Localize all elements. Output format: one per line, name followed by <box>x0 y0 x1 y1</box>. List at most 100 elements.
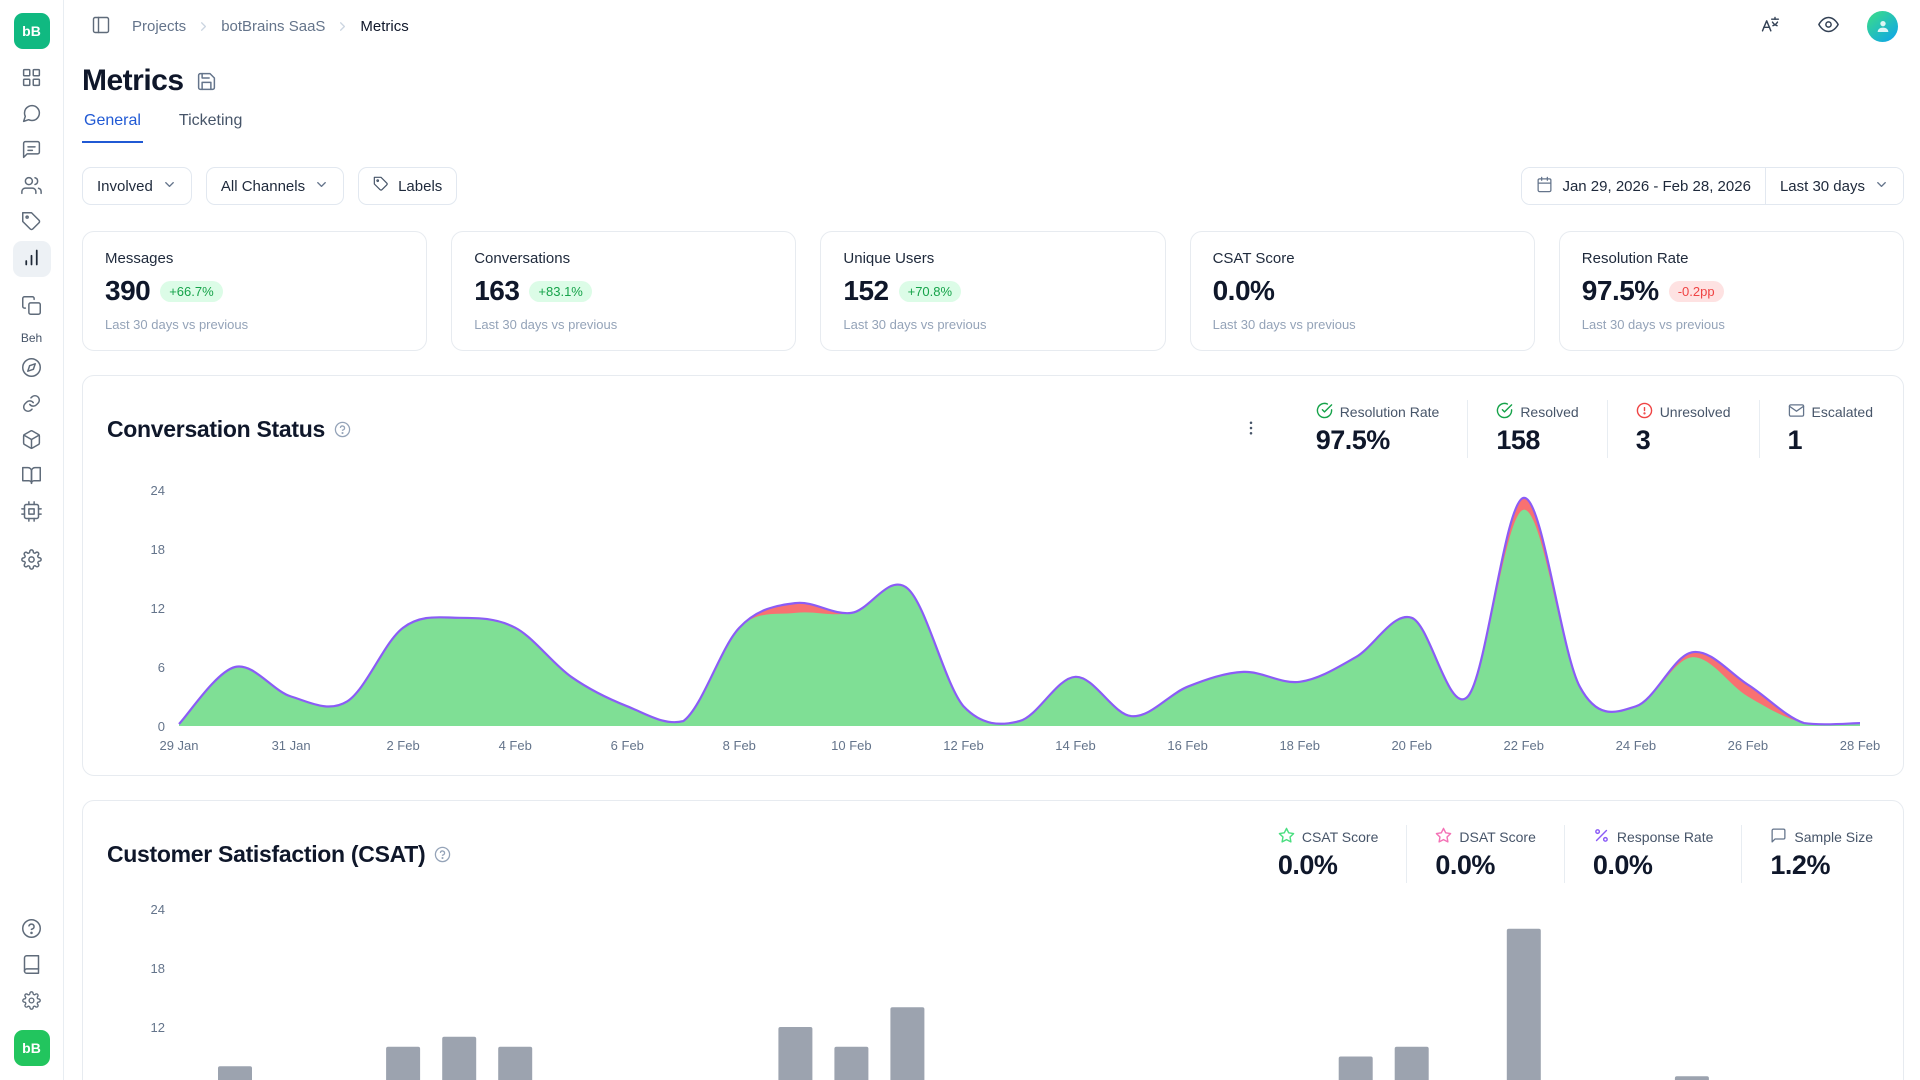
svg-text:26 Feb: 26 Feb <box>1728 738 1768 753</box>
sidebar-item-feedback[interactable] <box>13 97 51 133</box>
kpi-delta-badge: +70.8% <box>898 280 962 302</box>
breadcrumb-projects[interactable]: Projects <box>132 17 187 35</box>
gear-icon <box>21 549 42 573</box>
alert-circle-icon <box>1636 402 1653 422</box>
kpi-card-unique-users: Unique Users 152 +70.8% Last 30 days vs p… <box>820 231 1166 351</box>
svg-text:18: 18 <box>151 961 165 976</box>
chevron-down-icon <box>162 177 177 196</box>
stat-value: 1.2% <box>1770 850 1830 880</box>
help-icon[interactable] <box>434 846 451 863</box>
svg-text:18 Feb: 18 Feb <box>1279 738 1319 753</box>
svg-text:16 Feb: 16 Feb <box>1167 738 1207 753</box>
svg-text:24: 24 <box>151 483 165 498</box>
kpi-value: 0.0% <box>1212 275 1275 306</box>
tab-general[interactable]: General <box>82 112 143 143</box>
svg-text:0: 0 <box>158 719 165 734</box>
app-logo[interactable]: bB <box>13 13 50 49</box>
kpi-delta-badge: +66.7% <box>160 280 223 302</box>
sidebar-item-users[interactable] <box>13 169 51 205</box>
date-range-button[interactable]: Jan 29, 2026 - Feb 28, 2026 <box>1522 168 1765 204</box>
save-view-icon[interactable] <box>196 71 217 92</box>
svg-text:28 Feb: 28 Feb <box>1840 738 1880 753</box>
preview-button[interactable] <box>1809 8 1847 44</box>
kpi-value: 97.5% <box>1581 275 1659 306</box>
help-icon[interactable] <box>334 421 351 438</box>
cpu-icon <box>21 501 42 525</box>
sidebar-item-dashboard[interactable] <box>13 61 51 97</box>
kpi-label: Conversations <box>474 250 571 267</box>
help-circle-icon <box>21 918 42 942</box>
tab-ticketing[interactable]: Ticketing <box>178 112 243 129</box>
stat-label: Escalated <box>1811 404 1873 420</box>
date-preset-value: Last 30 days <box>1779 177 1865 195</box>
stat-value: 0.0% <box>1277 850 1338 880</box>
avatar[interactable] <box>1867 10 1898 42</box>
svg-text:12: 12 <box>151 1020 165 1035</box>
sidebar-toggle-button[interactable] <box>82 8 120 44</box>
stat-label: Resolution Rate <box>1339 404 1440 420</box>
channels-value: All Channels <box>220 177 306 195</box>
breadcrumb-project[interactable]: botBrains SaaS <box>221 17 326 35</box>
kpi-label: Messages <box>105 250 174 267</box>
channels-select[interactable]: All Channels <box>205 167 345 205</box>
date-preset-select[interactable]: Last 30 days <box>1765 168 1903 204</box>
kpi-label: CSAT Score <box>1212 250 1295 267</box>
message-square-icon <box>1770 827 1787 847</box>
stat-value: 158 <box>1496 425 1540 455</box>
sidebar-item-labels[interactable] <box>13 205 51 241</box>
sidebar-item-help[interactable] <box>13 912 51 948</box>
sidebar-item-plugins[interactable] <box>13 495 51 531</box>
kpi-subtext: Last 30 days vs previous <box>105 317 249 332</box>
svg-text:6 Feb: 6 Feb <box>611 738 644 753</box>
stat-escalated: Escalated 1 <box>1758 400 1879 458</box>
topbar: Projects botBrains SaaS Metrics <box>64 0 1920 52</box>
stat-unresolved: Unresolved 3 <box>1606 400 1759 458</box>
sidebar-item-metrics[interactable] <box>12 241 51 277</box>
kpi-delta-badge: +83.1% <box>529 280 592 302</box>
users-icon <box>21 175 42 199</box>
link-icon <box>21 393 42 417</box>
involvement-select[interactable]: Involved <box>82 167 192 205</box>
sidebar-item-library[interactable] <box>13 948 51 984</box>
stat-response-rate: Response Rate 0.0% <box>1563 825 1742 883</box>
sidebar-item-settings[interactable] <box>13 543 51 579</box>
eye-icon <box>1817 14 1839 38</box>
workspace-logo[interactable]: bB <box>13 1030 50 1066</box>
dashboard-grid-icon <box>21 67 42 91</box>
chart-menu-button[interactable] <box>1236 413 1266 446</box>
kpi-row: Messages 390 +66.7% Last 30 days vs previ… <box>82 231 1904 351</box>
date-range-control: Jan 29, 2026 - Feb 28, 2026 Last 30 days <box>1521 167 1904 205</box>
kpi-delta-badge: -0.2pp <box>1668 280 1724 302</box>
message-square-icon <box>21 139 42 163</box>
page-title: Metrics <box>82 64 184 97</box>
involvement-value: Involved <box>97 177 153 195</box>
tag-icon <box>21 211 42 235</box>
svg-text:24: 24 <box>151 902 165 917</box>
sidebar-item-docs[interactable] <box>13 459 51 495</box>
sidebar-item-explore[interactable] <box>13 351 51 387</box>
sidebar-item-integrations[interactable] <box>13 423 51 459</box>
percent-icon <box>1593 827 1610 847</box>
kpi-card-messages: Messages 390 +66.7% Last 30 days vs previ… <box>82 231 428 351</box>
sidebar-bottom: bB <box>13 912 51 1080</box>
sidebar-item-links[interactable] <box>13 387 51 423</box>
translate-icon <box>1760 15 1780 38</box>
kpi-subtext: Last 30 days vs previous <box>843 317 987 332</box>
kpi-label: Resolution Rate <box>1581 250 1689 267</box>
chevron-right-icon <box>335 19 350 34</box>
labels-filter-button[interactable]: Labels <box>358 167 458 205</box>
sidebar-item-preferences[interactable] <box>13 984 51 1020</box>
sidebar-item-conversations[interactable] <box>13 133 51 169</box>
copy-icon <box>21 295 42 319</box>
check-circle-icon <box>1316 402 1333 422</box>
labels-value: Labels <box>398 177 443 195</box>
sidebar-section-label: Beh <box>20 331 43 345</box>
svg-text:22 Feb: 22 Feb <box>1504 738 1544 753</box>
stat-value: 3 <box>1635 425 1651 455</box>
sidebar-item-content[interactable] <box>13 289 51 325</box>
kebab-icon <box>1242 419 1260 440</box>
translate-button[interactable] <box>1751 8 1789 44</box>
panel-left-icon <box>91 15 111 38</box>
svg-text:6: 6 <box>158 660 165 675</box>
